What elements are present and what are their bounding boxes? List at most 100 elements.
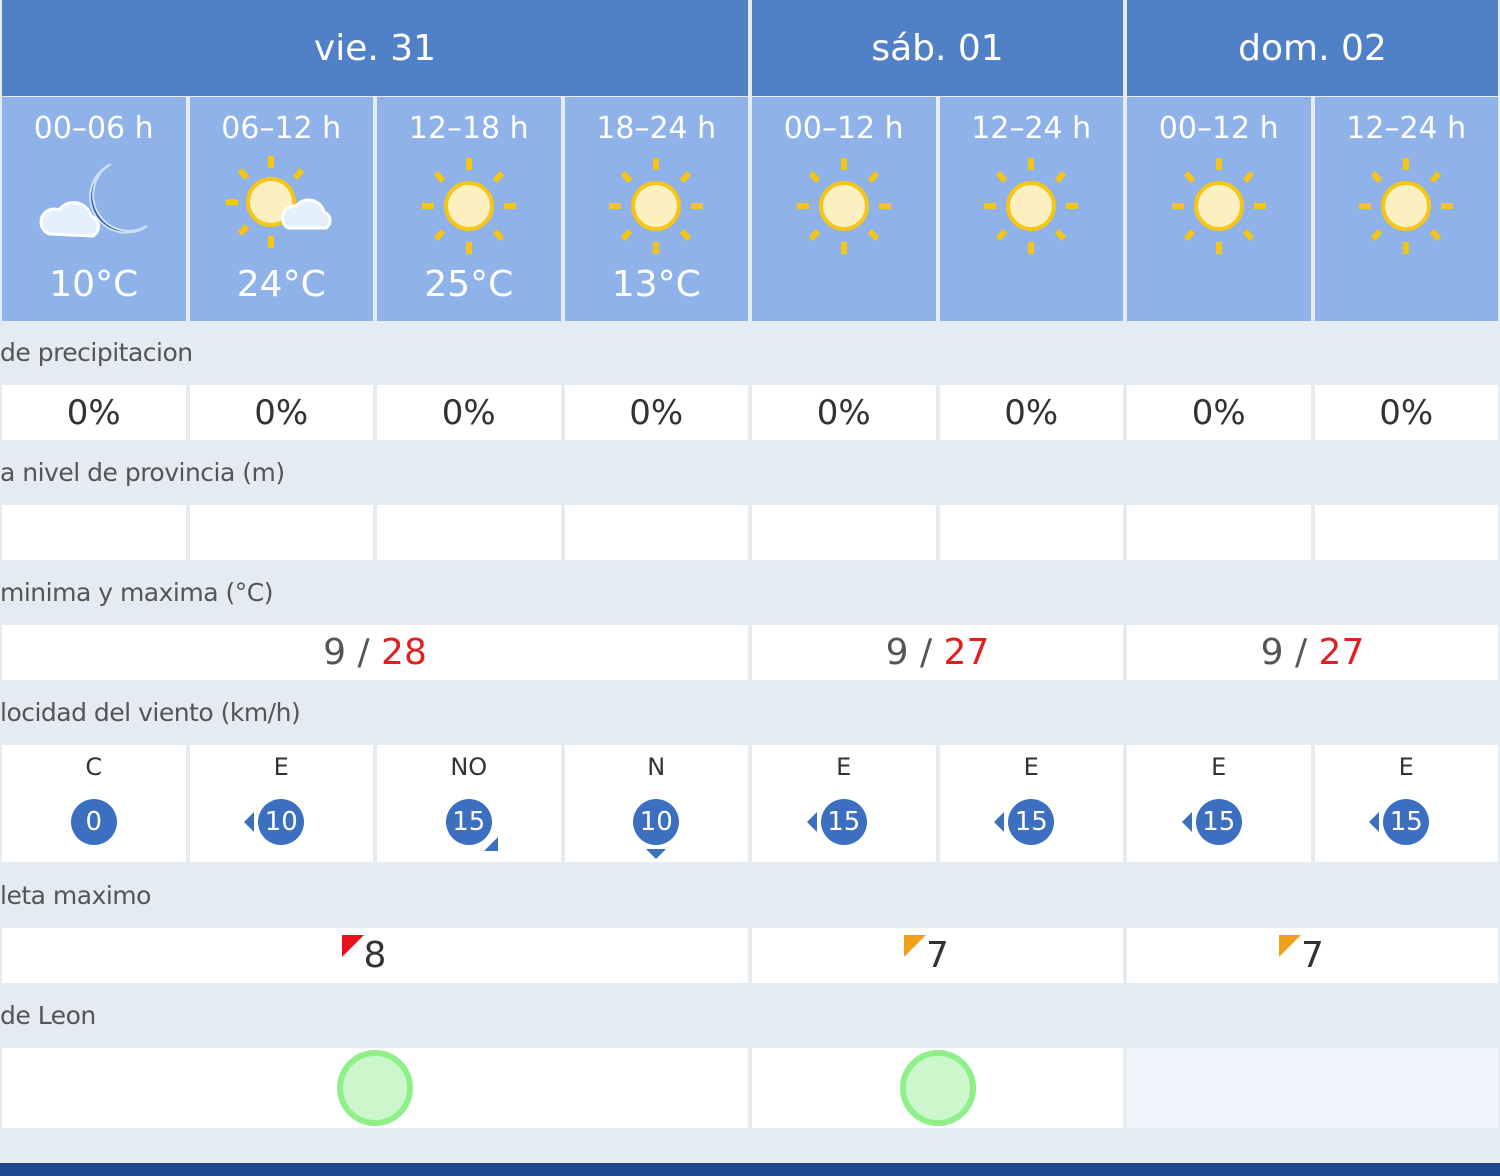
temp-min: 9 <box>323 632 347 673</box>
precip-cell: 0% <box>1314 385 1498 440</box>
uv-flag-icon <box>904 935 927 957</box>
precip-cell: 0% <box>2 385 186 440</box>
wind-speed: 15 <box>1389 807 1423 837</box>
sun-icon <box>609 158 704 254</box>
period-cell: 00–06 h 10°C <box>2 97 186 321</box>
temp-separator: / <box>346 632 382 673</box>
uv-flag-icon <box>341 935 364 957</box>
day-header: sáb. 01 <box>752 0 1123 96</box>
wind-speed-badge: 0 <box>70 799 117 845</box>
period-temp: 24°C <box>236 264 326 305</box>
precip-cell: 0% <box>377 385 561 440</box>
uv-label: leta maximo <box>0 881 151 910</box>
wind-speed-badge: 15 <box>994 799 1055 845</box>
temp-range: 9 / 27 <box>1261 632 1365 673</box>
wind-speed-badge: 15 <box>445 799 498 851</box>
precip-value: 0% <box>441 392 496 433</box>
wind-speed: 15 <box>827 807 861 837</box>
uv-cell: 8 <box>2 928 748 983</box>
temps-row: 9 / 28 9 / 27 9 / 27 <box>2 625 1498 680</box>
wind-cell: E 15 <box>752 745 936 862</box>
wind-speed: 15 <box>452 807 486 837</box>
temp-max: 27 <box>943 632 990 673</box>
day-header: vie. 31 <box>2 0 748 96</box>
temp-separator: / <box>908 632 944 673</box>
pollen-label: de Leon <box>0 1001 96 1030</box>
snow-cell <box>564 505 748 560</box>
day-header-row: vie. 31 sáb. 01 dom. 02 <box>2 0 1498 96</box>
wind-speed-badge: 15 <box>1369 799 1430 845</box>
wind-cell: E 15 <box>1127 745 1311 862</box>
uv-value: 7 <box>1301 935 1324 976</box>
temps-cell: 9 / 27 <box>1127 625 1498 680</box>
temps-label: minima y maxima (°C) <box>0 578 273 607</box>
period-cell: 00–12 h <box>752 97 936 321</box>
period-temp: 10°C <box>49 264 139 305</box>
precip-cell: 0% <box>939 385 1123 440</box>
precip-cell: 0% <box>752 385 936 440</box>
period-label: 00–12 h <box>1158 111 1279 146</box>
snow-cell <box>2 505 186 560</box>
wind-arrow-icon <box>483 837 498 851</box>
wind-direction: NO <box>450 753 488 781</box>
temp-min: 9 <box>1260 632 1284 673</box>
wind-speed: 0 <box>85 807 103 837</box>
wind-arrow-icon <box>646 849 667 859</box>
sun-icon <box>796 158 891 254</box>
precip-value: 0% <box>1004 392 1059 433</box>
pollen-row <box>2 1048 1498 1128</box>
period-label: 12–18 h <box>408 111 529 146</box>
uv-index: 7 <box>1279 935 1324 976</box>
period-cell: 06–12 h 24°C <box>189 97 373 321</box>
precip-value: 0% <box>254 392 309 433</box>
pollen-cell <box>752 1048 1123 1128</box>
period-temp: 25°C <box>424 264 514 305</box>
period-cell: 12–24 h <box>939 97 1123 321</box>
wind-cell: NO 15 <box>377 745 561 862</box>
wind-row: C 0 E 10 NO 15 N 10 E 15 E 15 E 15 E 15 <box>2 745 1498 862</box>
wind-speed-badge: 15 <box>806 799 867 845</box>
period-cell: 18–24 h 13°C <box>564 97 748 321</box>
uv-value: 8 <box>363 935 387 976</box>
wind-speed: 10 <box>639 807 673 837</box>
period-label: 18–24 h <box>596 111 717 146</box>
uv-index: 7 <box>904 935 949 976</box>
temp-separator: / <box>1283 632 1319 673</box>
period-temp: 13°C <box>611 264 701 305</box>
precip-value: 0% <box>66 392 121 433</box>
wind-label: locidad del viento (km/h) <box>0 698 301 727</box>
uv-cell: 7 <box>1127 928 1498 983</box>
period-label: 12–24 h <box>1346 111 1467 146</box>
temp-range: 9 / 27 <box>886 632 990 673</box>
sun-icon <box>1359 158 1454 254</box>
snow-label: a nivel de provincia (m) <box>0 458 285 487</box>
precip-cell: 0% <box>1127 385 1311 440</box>
wind-speed: 15 <box>1014 807 1048 837</box>
wind-cell: N 10 <box>564 745 748 862</box>
precip-cell: 0% <box>564 385 748 440</box>
snow-cell <box>1314 505 1498 560</box>
snow-cell <box>1127 505 1311 560</box>
uv-value: 7 <box>926 935 949 976</box>
wind-direction: E <box>1023 753 1039 781</box>
day-header: dom. 02 <box>1127 0 1498 96</box>
uv-row: 8 7 7 <box>2 928 1498 983</box>
wind-arrow-icon <box>244 812 255 832</box>
wind-speed: 10 <box>264 807 298 837</box>
wind-cell: E 15 <box>1314 745 1498 862</box>
period-label: 00–06 h <box>33 111 154 146</box>
wind-direction: E <box>1398 753 1414 781</box>
wind-speed-badge: 10 <box>633 799 680 859</box>
wind-direction: E <box>836 753 852 781</box>
precip-row: 0% 0% 0% 0% 0% 0% 0% 0% <box>2 385 1498 440</box>
precip-value: 0% <box>816 392 871 433</box>
precip-value: 0% <box>629 392 684 433</box>
wind-cell: E 10 <box>189 745 373 862</box>
period-cell: 12–18 h 25°C <box>377 97 561 321</box>
temp-min: 9 <box>885 632 909 673</box>
period-label: 12–24 h <box>971 111 1092 146</box>
pollen-level-dot <box>337 1050 413 1126</box>
wind-direction: E <box>273 753 289 781</box>
period-label: 00–12 h <box>783 111 904 146</box>
